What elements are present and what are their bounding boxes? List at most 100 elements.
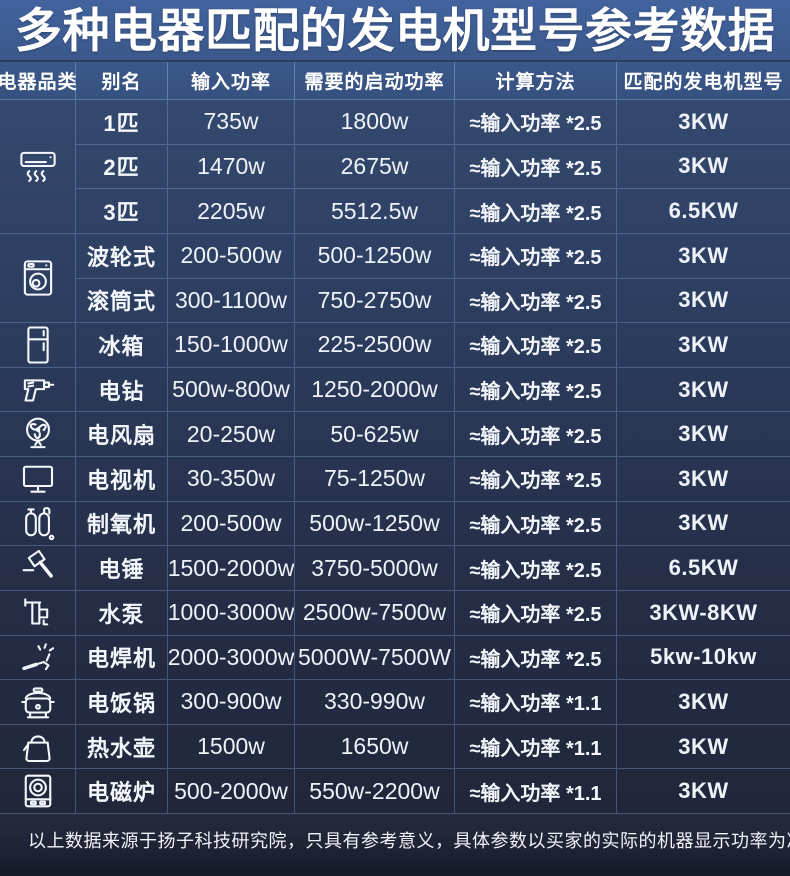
start-power-cell: 5512.5w (295, 189, 455, 234)
calc-method-cell: ≈输入功率 *1.1 (455, 724, 617, 770)
generator-model-cell: 3KW (617, 323, 790, 368)
start-power-cell: 750-2750w (295, 278, 455, 324)
input-power-cell: 1500w (168, 724, 295, 770)
alias-cell: 热水壶 (76, 724, 168, 770)
col-header-start-power: 需要的启动功率 (295, 62, 455, 100)
start-power-cell: 3750-5000w (295, 546, 455, 591)
induction-cooker-icon (0, 769, 76, 814)
calc-method-cell: ≈输入功率 *1.1 (455, 680, 617, 725)
start-power-cell: 1250-2000w (295, 367, 455, 413)
input-power-cell: 300-900w (168, 680, 295, 725)
electric-fan-icon (0, 412, 76, 457)
generator-model-cell: 5kw-10kw (617, 636, 790, 681)
input-power-cell: 500-2000w (168, 769, 295, 814)
col-header-alias: 别名 (76, 62, 168, 100)
generator-model-cell: 6.5KW (617, 189, 790, 234)
top-band: 多种电器匹配的发电机型号参考数据 电器品类 别名 输入功率 需要的启动功率 计算… (0, 0, 790, 100)
input-power-cell: 1500-2000w (168, 546, 295, 591)
generator-model-cell: 3KW (617, 769, 790, 814)
electric-drill-icon (0, 367, 76, 413)
page-title: 多种电器匹配的发电机型号参考数据 (0, 0, 790, 62)
generator-model-cell: 3KW (617, 412, 790, 457)
start-power-cell: 50-625w (295, 412, 455, 457)
rice-cooker-icon (0, 680, 76, 725)
col-header-category: 电器品类 (0, 62, 77, 100)
start-power-cell: 5000W-7500W (295, 635, 455, 681)
alias-cell: 电焊机 (76, 635, 168, 681)
oxygen-concentrator-icon (0, 501, 76, 547)
alias-cell: 3匹 (76, 189, 168, 234)
generator-model-cell: 3KW (617, 234, 790, 279)
calc-method-cell: ≈输入功率 *2.5 (455, 590, 617, 636)
calc-method-cell: ≈输入功率 *2.5 (455, 367, 617, 413)
calc-method-cell: ≈输入功率 *2.5 (455, 412, 617, 457)
input-power-cell: 200-500w (168, 233, 295, 279)
input-power-cell: 735w (168, 100, 295, 145)
input-power-cell: 500w-800w (168, 367, 295, 413)
kettle-icon (0, 724, 76, 770)
col-header-input-power: 输入功率 (168, 62, 295, 100)
input-power-cell: 2205w (168, 189, 295, 234)
start-power-cell: 550w-2200w (295, 769, 455, 814)
calc-method-cell: ≈输入功率 *1.1 (455, 769, 617, 814)
start-power-cell: 500w-1250w (295, 501, 455, 547)
start-power-cell: 1650w (295, 724, 455, 770)
start-power-cell: 225-2500w (295, 323, 455, 368)
generator-model-cell: 3KW (617, 457, 790, 502)
welding-machine-icon (0, 635, 76, 681)
input-power-cell: 2000-3000w (168, 635, 295, 681)
generator-model-cell: 3KW (617, 100, 790, 145)
alias-cell: 2匹 (76, 144, 168, 190)
start-power-cell: 330-990w (295, 680, 455, 725)
col-header-generator-model: 匹配的发电机型号 (617, 62, 790, 100)
generator-model-cell: 3KW (617, 279, 790, 324)
alias-cell: 制氧机 (76, 501, 168, 547)
calc-method-cell: ≈输入功率 *2.5 (455, 635, 617, 681)
table-body: 1匹 735w 1800w ≈输入功率 *2.5 3KW 2匹 1470w 2675w ≈输入功… (0, 100, 790, 814)
generator-model-cell: 3KW (617, 725, 790, 770)
start-power-cell: 2500w-7500w (295, 590, 455, 636)
alias-cell: 电锤 (76, 546, 168, 591)
air-conditioner-icon (0, 100, 76, 234)
alias-cell: 电风扇 (76, 412, 168, 457)
alias-cell: 滚筒式 (76, 278, 168, 324)
alias-cell: 冰箱 (76, 323, 168, 368)
start-power-cell: 500-1250w (295, 233, 455, 279)
generator-model-cell: 3KW (617, 680, 790, 725)
calc-method-cell: ≈输入功率 *2.5 (455, 189, 617, 234)
calc-method-cell: ≈输入功率 *2.5 (455, 546, 617, 591)
alias-cell: 波轮式 (76, 233, 168, 279)
alias-cell: 1匹 (76, 100, 168, 145)
start-power-cell: 2675w (295, 144, 455, 190)
input-power-cell: 200-500w (168, 501, 295, 547)
generator-model-cell: 3KW (617, 145, 790, 190)
calc-method-cell: ≈输入功率 *2.5 (455, 457, 617, 502)
calc-method-cell: ≈输入功率 *2.5 (455, 100, 617, 145)
alias-cell: 电磁炉 (76, 769, 168, 814)
generator-model-cell: 3KW (617, 368, 790, 413)
water-pump-icon (0, 590, 76, 636)
calc-method-cell: ≈输入功率 *2.5 (455, 278, 617, 324)
col-header-calc-method: 计算方法 (455, 62, 617, 100)
start-power-cell: 1800w (295, 100, 455, 145)
washing-machine-icon (0, 233, 76, 324)
tv-icon (0, 457, 76, 502)
electric-hammer-icon (0, 546, 76, 591)
input-power-cell: 150-1000w (168, 323, 295, 368)
alias-cell: 电钻 (76, 367, 168, 413)
generator-model-cell: 3KW (617, 502, 790, 547)
generator-model-cell: 6.5KW (617, 546, 790, 591)
calc-method-cell: ≈输入功率 *2.5 (455, 323, 617, 368)
input-power-cell: 300-1100w (168, 278, 295, 324)
input-power-cell: 1470w (168, 144, 295, 190)
alias-cell: 电视机 (76, 457, 168, 502)
alias-cell: 水泵 (76, 590, 168, 636)
calc-method-cell: ≈输入功率 *2.5 (455, 233, 617, 279)
table-header-row: 电器品类 别名 输入功率 需要的启动功率 计算方法 匹配的发电机型号 (0, 62, 790, 100)
start-power-cell: 75-1250w (295, 457, 455, 502)
calc-method-cell: ≈输入功率 *2.5 (455, 144, 617, 190)
refrigerator-icon (0, 323, 76, 368)
generator-model-cell: 3KW-8KW (617, 591, 790, 636)
input-power-cell: 30-350w (168, 457, 295, 502)
